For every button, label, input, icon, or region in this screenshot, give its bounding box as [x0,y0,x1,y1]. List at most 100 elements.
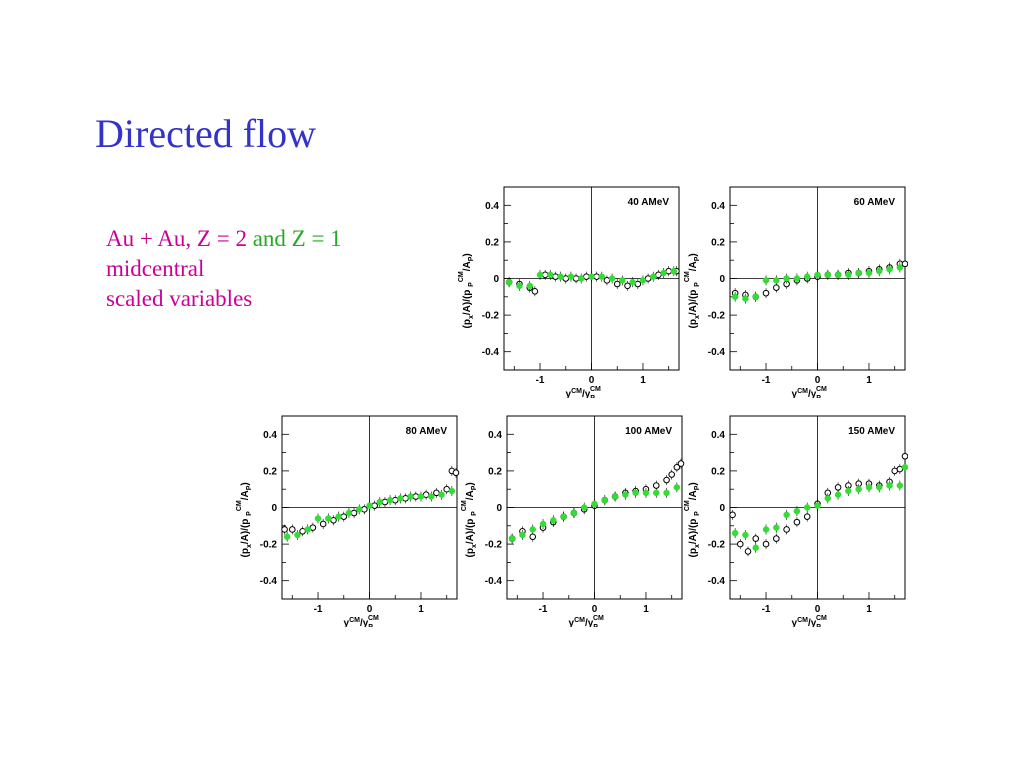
y-tick-label: 0 [493,274,499,285]
data-point-z2 [773,284,780,291]
data-point-z1 [508,535,516,542]
x-tick-label: 1 [866,604,872,615]
data-point-z2 [803,513,811,520]
data-point-z1 [629,278,636,286]
panel-60-amev: -1 0 1 -0.4 -0.2 0 0.2 0.4 60 AMeV yCM/yPCM (px/A)… [678,183,909,403]
data-point-z1 [598,273,606,280]
chart-svg: -1 0 1 -0.4 -0.2 0 0.2 0.4 150 AMeV yCM/yPCM (px/A… [684,415,909,631]
data-point-z1 [845,487,852,495]
chart-svg: -1 0 1 -0.4 -0.2 0 0.2 0.4 80 AMeV yCM/yPCM (px/A)… [236,415,460,631]
data-point-z1 [448,487,456,495]
x-tick-label: 1 [418,604,424,615]
y-tick-label: 0.2 [711,237,725,248]
data-point-z1 [814,271,821,279]
panel-100-amev: -1 0 1 -0.4 -0.2 0 0.2 0.4 100 AMeV yCM/yPCM (px/A… [455,412,685,632]
x-tick-label: 0 [815,375,821,386]
data-point-z1 [886,482,893,489]
x-tick-label: 1 [866,375,872,386]
y-tick-label: 0.4 [711,430,725,441]
data-point-z1 [670,267,678,275]
panel-title: 80 AMeV [406,426,448,437]
data-point-z1 [577,275,585,282]
data-point-z2 [762,540,770,548]
panel-80-amev: -1 0 1 -0.4 -0.2 0 0.2 0.4 80 AMeV yCM/yPCM (px/A)… [230,412,460,632]
subtitle-line-2: midcentral [106,256,205,281]
data-point-z1 [619,277,626,284]
x-tick-label: -1 [539,604,548,615]
data-point-z1 [742,295,749,302]
data-point-z2 [783,526,790,533]
x-axis-label: yCM/yPCM [344,615,380,627]
data-point-z1 [773,524,780,531]
data-point-z2 [773,535,780,542]
data-point-z1 [608,275,616,282]
data-point-z1 [335,513,342,520]
data-point-z1 [417,493,425,500]
data-point-z2 [744,548,752,555]
data-point-z1 [516,282,523,290]
data-point-z1 [876,484,883,491]
data-point-z1 [580,504,588,511]
data-point-z2 [613,280,621,288]
x-tick-label: -1 [762,375,771,386]
subtitle-line-3: scaled variables [106,286,253,311]
data-point-z1 [283,533,291,541]
data-point-z1 [793,507,801,515]
data-point-z2 [281,526,288,533]
data-point-z1 [731,529,739,537]
subtitle-z1: and Z = 1 [252,226,342,251]
subtitle-line-1: Au + Au, Z = 2 and Z = 1 [106,224,342,254]
data-point-z1 [567,273,575,280]
y-tick-label: -0.4 [482,347,500,358]
data-point-z1 [762,526,770,533]
data-point-z1 [304,526,311,533]
data-point-z1 [752,544,759,552]
y-tick-label: 0.4 [488,430,502,441]
data-point-z1 [397,495,404,502]
data-point-z1 [536,271,544,279]
data-point-z1 [570,509,578,517]
data-point-z1 [803,504,811,511]
data-point-z1 [855,269,862,277]
chart-svg: -1 0 1 -0.4 -0.2 0 0.2 0.4 60 AMeV yCM/yPCM (px/A)… [684,186,909,402]
data-point-z1 [526,282,533,290]
y-tick-label: 0.2 [711,466,725,477]
data-point-z2 [624,282,631,290]
y-tick-label: -0.2 [708,311,726,322]
data-point-z1 [834,491,842,498]
data-point-z2 [901,260,909,268]
x-tick-label: 1 [643,604,649,615]
data-point-z1 [896,482,904,489]
slide-subtitle: Au + Au, Z = 2 and Z = 1 midcentral scal… [106,224,342,314]
panel-40-amev: -1 0 1 -0.4 -0.2 0 0.2 0.4 40 AMeV yCM/yPCM (px/A)… [452,183,682,403]
y-axis-label: (px/A)/(p PCM/AP) [684,482,701,557]
data-point-z1 [588,273,595,280]
data-point-z1 [742,531,749,539]
data-point-z2 [834,484,842,491]
y-tick-label: 0 [496,503,502,514]
data-point-z2 [529,533,537,541]
data-point-z1 [673,484,681,491]
x-axis-label: yCM/yPCM [792,615,828,627]
panel-title: 150 AMeV [848,426,895,437]
data-point-z1 [855,485,862,493]
data-point-z1 [876,267,883,275]
data-point-z2 [663,476,670,484]
data-point-z2 [452,469,460,477]
data-point-z2 [673,463,681,471]
data-point-z2 [668,471,676,478]
data-point-z1 [663,489,670,497]
data-point-z2 [793,518,801,526]
data-point-z1 [428,493,435,500]
data-point-z2 [729,511,736,519]
y-tick-label: 0.2 [263,466,277,477]
y-tick-label: -0.4 [708,347,726,358]
data-point-z1 [783,275,790,282]
data-point-z1 [653,489,660,497]
data-point-z1 [803,273,811,280]
data-point-z1 [601,496,609,504]
data-point-z2 [288,526,296,533]
subtitle-system: Au + Au, Z = 2 [106,226,253,251]
data-point-z1 [407,493,414,500]
panel-title: 100 AMeV [625,426,672,437]
